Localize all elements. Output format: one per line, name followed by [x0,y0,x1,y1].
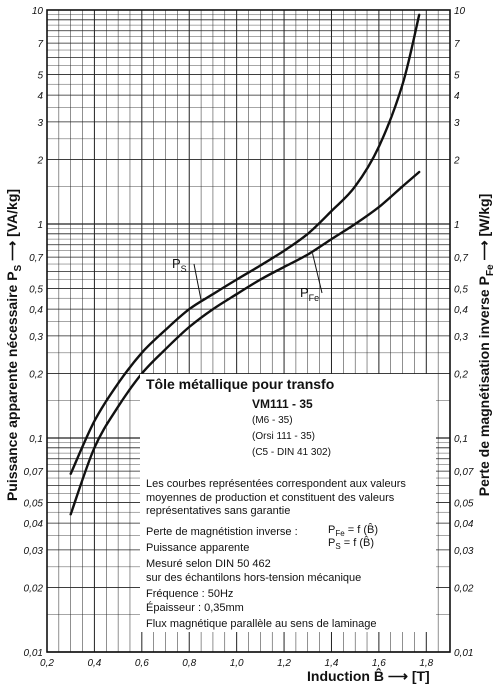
y-tick-label-left: 0,7 [29,253,43,264]
plot-frame [46,9,451,653]
y-axis-label-right: Perte de magnétisation inverse PFe ⟶ [W/… [476,194,496,497]
major-grid [46,10,450,653]
y-tick-label-right: 3 [454,118,460,129]
info-model: VM111 - 35 [252,397,313,411]
right-tick-labels: 0,01 0,02 0,03 0,04 0,05 0,07 0,1 0,2 0,3 0,4 0,5 0… [453,6,474,659]
y-tick-label-left: 0,4 [29,305,43,316]
y-tick-label-right: 0,4 [454,305,468,316]
y-tick-label-left: 0,5 [29,284,43,295]
y-tick-label-left: 2 [36,156,43,167]
info-note: Les courbes représentées correspondent a… [146,478,406,517]
info-title: Tôle métallique pour transfo [146,376,335,392]
y-tick-label-right: 0,05 [454,498,474,509]
y-tick-label-left: 0,1 [29,434,43,445]
y-tick-label-right: 0,1 [454,434,468,445]
info-equivalent: (M6 - 35) [252,415,293,426]
info-thickness: Épaisseur : 0,35mm [146,602,244,614]
y-axis-label-left-sub: S [12,264,24,272]
x-tick-label: 1,8 [419,658,433,669]
y-tick-label-left: 5 [37,70,43,81]
y-tick-label-left: 1 [37,220,43,231]
y-tick-label-right: 0,07 [454,467,474,478]
series-line-ps [69,13,421,475]
x-tick-labels: 0,2 0,4 0,6 0,8 1,0 1,2 1,4 1,6 1,8 [40,658,434,669]
info-loss-formula-rest: = f (B̂) [344,524,378,536]
x-axis-label: Induction B̂ ⟶ [T] [307,668,430,684]
series-label-ps-leader [193,263,202,301]
x-tick-label: 0,6 [135,658,149,669]
y-tick-label-left: 3 [37,118,43,129]
y-tick-label-right: 0,03 [454,546,474,557]
info-samples: sur des échantilons hors-tension mécaniq… [146,572,362,584]
info-equivalent: (C5 - DIN 41 302) [252,447,331,458]
left-tick-labels: 0,01 0,02 0,03 0,04 0,05 0,07 0,1 0,2 0,3 0,4 0,5 0… [24,6,44,659]
y-tick-label-right: 0,04 [454,519,474,530]
y-axis-label-left: Puissance apparente nécessaire PS ⟶ [VA/… [4,189,24,501]
y-axis-label-right-text: Perte de magnétisation inverse P [476,276,493,497]
y-tick-label-right: 1 [454,220,460,231]
y-tick-label-left: 10 [32,6,44,17]
y-tick-label-right: 0,3 [454,332,468,343]
y-tick-label-left: 0,02 [24,584,44,595]
x-tick-label: 0,8 [182,658,196,669]
series-layer [69,13,421,516]
y-tick-label-right: 7 [454,39,460,50]
info-power-formula-main: P [328,537,336,549]
series-label-pfe: PFe [300,285,319,303]
y-tick-label-right: 5 [454,70,460,81]
series-line-pfe [69,170,421,516]
info-measure: Mesuré selon DIN 50 462 [146,558,271,570]
y-tick-label-left: 0,3 [29,332,43,343]
y-tick-label-left: 4 [37,91,43,102]
x-tick-label: 1,0 [230,658,244,669]
y-tick-label-right: 2 [453,156,460,167]
info-loss-formula: PFe = f (B̂) [328,524,378,541]
y-tick-label-right: 0,2 [454,370,468,381]
info-power-formula-rest: = f (B̂) [340,537,374,549]
info-power-formula-sub: S [335,542,341,552]
y-tick-label-left: 7 [37,39,43,50]
y-tick-label-left: 0,01 [24,648,43,659]
x-tick-label: 1,2 [277,658,291,669]
info-power-label: Puissance apparente [146,542,250,554]
info-loss-label: Perte de magnétistion inverse : [146,526,298,538]
y-axis-label-right-unit: ⟶ [W/kg] [476,193,493,261]
y-tick-label-left: 0,05 [24,498,44,509]
y-tick-label-right: 0,01 [454,648,473,659]
info-power-formula: PS = f (B̂) [328,537,374,554]
series-label-ps: PS [172,256,187,274]
series-labels: PS PFe [172,253,323,303]
info-frequency: Fréquence : 50Hz [146,588,234,600]
y-tick-label-right: 0,02 [454,584,474,595]
info-flux: Flux magnétique parallèle au sens de lam… [146,618,377,630]
y-tick-label-right: 0,5 [454,284,468,295]
y-tick-label-right: 10 [454,6,466,17]
y-tick-label-left: 0,03 [24,546,44,557]
y-tick-label-right: 4 [454,91,460,102]
y-tick-label-left: 0,07 [24,467,44,478]
y-axis-label-right-sub: Fe [484,264,496,277]
info-box: Tôle métallique pour transfo VM111 - 35 … [140,374,436,632]
x-tick-label: 0,2 [40,658,54,669]
y-axis-label-left-unit: ⟶ [VA/kg] [4,188,21,261]
info-loss-formula-sub: Fe [335,529,345,539]
series-label-pfe-leader [312,253,323,294]
x-tick-label: 1,6 [372,658,386,669]
x-tick-label: 1,4 [325,658,339,669]
y-axis-label-left-text: Puissance apparente nécessaire P [4,271,21,502]
y-tick-label-left: 0,04 [24,519,44,530]
y-tick-label-right: 0,7 [454,253,468,264]
info-loss-formula-main: P [328,524,336,536]
info-equivalent: (Orsi 111 - 35) [252,431,315,442]
x-tick-label: 0,4 [87,658,101,669]
y-tick-label-left: 0,2 [29,370,43,381]
